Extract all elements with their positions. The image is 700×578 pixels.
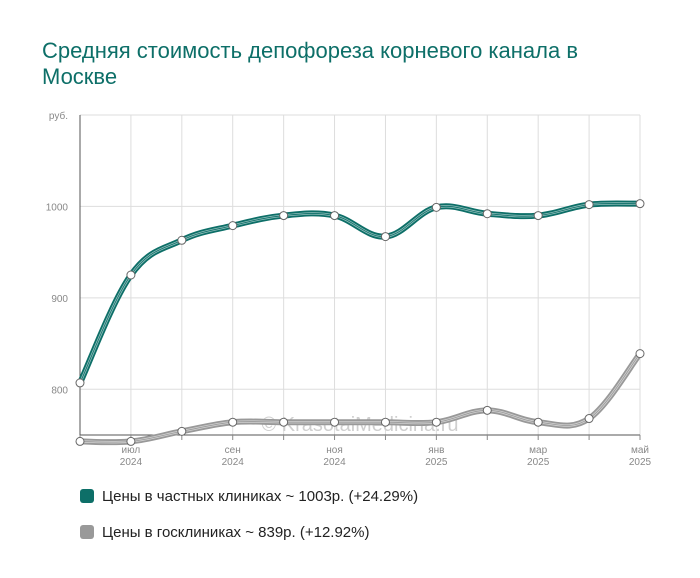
data-point-0-1 <box>126 270 136 280</box>
x-tick-label-year: 2024 <box>120 457 143 468</box>
x-tick-label-month: июл <box>122 445 141 456</box>
data-point-1-4 <box>279 417 289 427</box>
data-point-1-10 <box>584 414 594 424</box>
series-1 <box>75 349 645 446</box>
data-point-1-2 <box>177 426 187 436</box>
x-tick-label-year: 2025 <box>629 457 652 468</box>
x-tick-label-month: сен <box>225 445 241 456</box>
x-tick-label-month: ноя <box>326 445 343 456</box>
legend: Цены в частных клиниках ~ 1003р. (+24.29… <box>80 486 418 558</box>
axes <box>79 115 641 440</box>
chart-title: Средняя стоимость депофореза корневого к… <box>42 38 579 89</box>
data-point-1-7 <box>431 417 441 427</box>
data-point-1-9 <box>533 417 543 427</box>
legend-item-public[interactable]: Цены в госклиниках ~ 839р. (+12.92%) <box>80 522 418 542</box>
legend-label-public: Цены в госклиниках ~ 839р. (+12.92%) <box>102 523 370 541</box>
data-point-0-6 <box>380 232 390 242</box>
data-point-1-0 <box>75 436 85 446</box>
data-point-0-2 <box>177 235 187 245</box>
legend-swatch-public <box>80 525 94 539</box>
data-point-1-8 <box>482 405 492 415</box>
data-point-0-0 <box>75 378 85 388</box>
x-tick-label-year: 2024 <box>222 457 245 468</box>
series-0 <box>75 199 645 388</box>
x-tick-label-year: 2025 <box>527 457 550 468</box>
data-point-0-3 <box>228 221 238 231</box>
y-tick-label: 1000 <box>46 202 69 213</box>
data-point-0-10 <box>584 200 594 210</box>
data-point-0-11 <box>635 199 645 209</box>
grid-lines <box>79 114 641 435</box>
data-point-0-8 <box>482 209 492 219</box>
data-point-1-1 <box>126 436 136 446</box>
line-chart: © KrasotaiMedicina.ru 8009001000руб.июл2… <box>46 110 652 468</box>
y-tick-label: 800 <box>51 385 68 396</box>
legend-swatch-private <box>80 489 94 503</box>
data-point-0-4 <box>279 211 289 221</box>
x-tick-label-year: 2025 <box>425 457 448 468</box>
series-layer <box>75 199 645 446</box>
data-point-1-11 <box>635 349 645 359</box>
data-point-0-7 <box>431 202 441 212</box>
y-axis-unit: руб. <box>49 110 68 122</box>
y-tick-label: 900 <box>51 294 68 305</box>
data-point-0-5 <box>330 211 340 221</box>
legend-item-private[interactable]: Цены в частных клиниках ~ 1003р. (+24.29… <box>80 486 418 506</box>
data-point-1-5 <box>330 417 340 427</box>
legend-label-private: Цены в частных клиниках ~ 1003р. (+24.29… <box>102 487 419 505</box>
x-tick-label-year: 2024 <box>323 457 346 468</box>
tick-labels: 8009001000руб.июл2024сен2024ноя2024янв20… <box>46 110 652 468</box>
data-point-1-3 <box>228 417 238 427</box>
data-point-1-6 <box>380 417 390 427</box>
x-tick-label-month: янв <box>428 445 444 456</box>
data-point-0-9 <box>533 211 543 221</box>
series-line-0 <box>77 200 643 386</box>
x-tick-label-month: май <box>631 445 649 456</box>
x-tick-label-month: мар <box>529 445 547 456</box>
